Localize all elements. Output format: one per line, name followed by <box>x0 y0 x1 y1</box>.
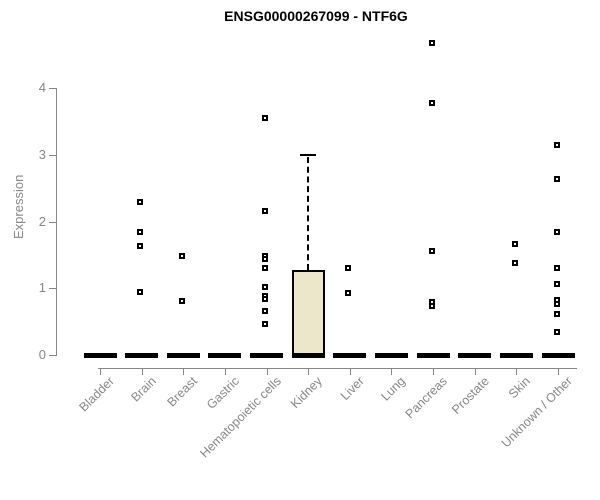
x-tick <box>391 368 393 375</box>
y-tick-label: 0 <box>38 347 46 362</box>
y-axis-title: Expression <box>11 174 26 239</box>
median-bar <box>541 352 575 358</box>
median-bar <box>250 352 284 358</box>
y-tick <box>49 355 56 356</box>
outlier-point <box>553 281 560 288</box>
x-tick <box>266 368 268 375</box>
whisker-cap <box>300 153 317 156</box>
outlier-point <box>511 241 518 248</box>
outlier-point <box>553 265 560 272</box>
y-tick <box>49 88 56 89</box>
outlier-point <box>262 115 269 122</box>
outlier-point <box>345 289 352 296</box>
outlier-point <box>262 265 269 272</box>
outlier-point <box>345 265 352 272</box>
outlier-point <box>553 229 560 236</box>
x-tick <box>308 368 310 375</box>
outlier-point <box>553 329 560 336</box>
outlier-point <box>178 297 185 304</box>
x-tick <box>433 368 435 375</box>
outlier-point <box>428 99 435 106</box>
chart-title: ENSG00000267099 - NTF6G <box>224 8 408 24</box>
median-bar <box>458 352 492 358</box>
outlier-point <box>137 229 144 236</box>
outlier-point <box>262 207 269 214</box>
outlier-point <box>137 288 144 295</box>
box <box>291 270 325 355</box>
outlier-point <box>137 243 144 250</box>
x-tick <box>183 368 185 375</box>
median-bar <box>291 352 325 358</box>
x-tick <box>474 368 476 375</box>
median-bar <box>499 352 533 358</box>
outlier-point <box>553 311 560 318</box>
median-bar <box>374 352 408 358</box>
outlier-point <box>262 295 269 302</box>
outlier-point <box>262 307 269 314</box>
median-bar <box>125 352 159 358</box>
outlier-point <box>553 175 560 182</box>
outlier-point <box>178 253 185 260</box>
outlier-point <box>428 40 435 47</box>
median-bar <box>416 352 450 358</box>
y-axis-line <box>56 88 57 356</box>
outlier-point <box>137 199 144 206</box>
y-tick <box>49 288 56 290</box>
x-tick <box>516 368 518 375</box>
outlier-point <box>428 303 435 310</box>
x-tick <box>141 368 143 375</box>
x-tick <box>349 368 351 375</box>
y-tick <box>49 221 56 223</box>
outlier-point <box>262 321 269 328</box>
median-bar <box>83 352 117 358</box>
y-tick-label: 2 <box>38 213 46 229</box>
outlier-point <box>428 247 435 254</box>
outlier-point <box>262 283 269 290</box>
median-bar <box>333 352 367 358</box>
y-tick-label: 1 <box>38 280 46 296</box>
x-tick <box>100 368 101 375</box>
whisker <box>307 156 310 271</box>
x-axis-line <box>98 368 577 369</box>
outlier-point <box>553 301 560 308</box>
y-tick-label: 4 <box>38 80 46 95</box>
y-tick-label: 3 <box>38 146 46 162</box>
outlier-point <box>511 259 518 266</box>
outlier-point <box>262 255 269 262</box>
x-tick <box>558 368 560 375</box>
x-tick <box>224 368 226 375</box>
median-bar <box>208 352 242 358</box>
median-bar <box>166 352 200 358</box>
y-tick <box>49 154 56 156</box>
outlier-point <box>553 141 560 148</box>
